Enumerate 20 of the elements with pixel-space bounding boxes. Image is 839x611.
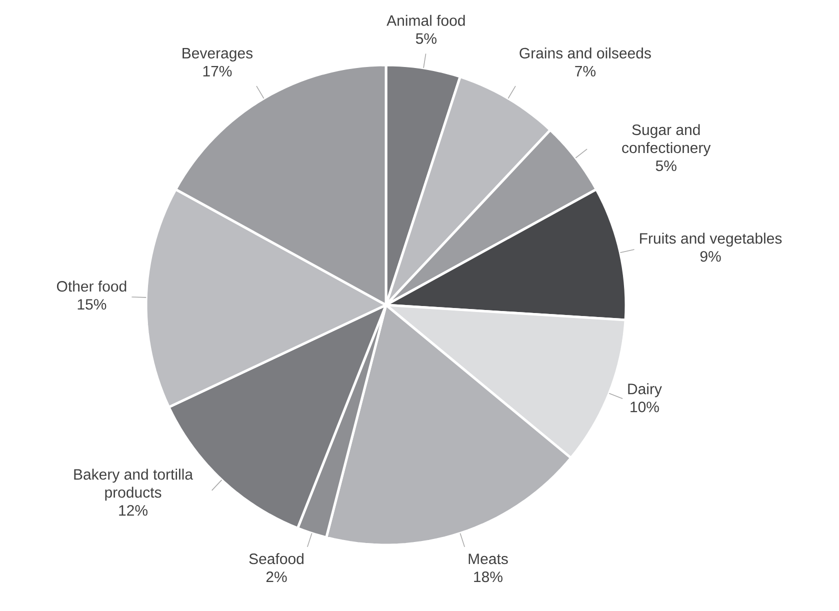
slice-label: Grains and oilseeds: [520, 47, 651, 58]
data-label: 15%: [78, 299, 106, 310]
data-label: 17%: [203, 66, 232, 76]
slice-label: Beverages: [182, 48, 253, 62]
slice-label: Fruits and vegetables: [640, 232, 782, 247]
data-label: 10%: [630, 402, 659, 412]
data-label: 2%: [266, 572, 287, 582]
data-label: 12%: [119, 505, 148, 516]
data-label: 9%: [700, 251, 721, 262]
data-label: 5%: [416, 33, 436, 44]
slice-label: Other food: [56, 280, 126, 292]
slice-label: Bakery and tortilla products: [74, 468, 194, 501]
data-label: 5%: [656, 160, 676, 172]
slice-label: Dairy: [628, 383, 662, 398]
slice-label: Meats: [468, 554, 508, 564]
slice-label: Sugar and confectionery: [622, 124, 711, 156]
data-label: 7%: [575, 66, 596, 76]
slice-label: Animal food: [386, 14, 465, 26]
slice-label: Seafood: [249, 553, 304, 564]
data-label: 18%: [474, 572, 502, 582]
